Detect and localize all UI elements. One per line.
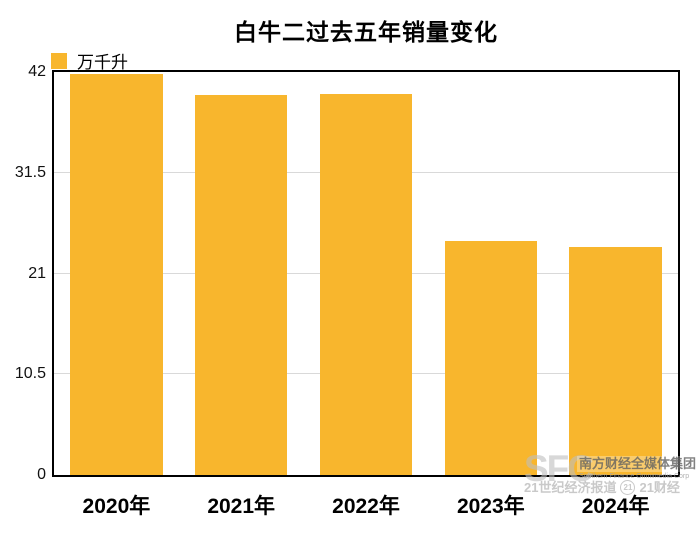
x-tick-label: 2023年: [456, 495, 525, 518]
legend-swatch-icon: [51, 52, 67, 69]
y-tick-label: 31.5: [14, 163, 46, 181]
y-tick-label: 21: [28, 264, 46, 282]
y-tick-label: 42: [28, 63, 46, 80]
bar-2024年: [569, 246, 662, 475]
legend: 万千升: [51, 48, 128, 73]
watermark-org-en: Southern Finance Omnimedia Corp: [579, 473, 690, 480]
watermark-21-badge-icon: 21: [620, 480, 636, 496]
x-tick-label: 2020年: [82, 495, 151, 518]
bar-2021年: [195, 95, 288, 475]
legend-label: 万千升: [77, 53, 128, 72]
y-tick-label: 0: [37, 466, 46, 483]
watermark-brand-right: 21财经: [639, 480, 680, 495]
watermark-sfc-logo: SFC: [524, 448, 594, 489]
watermark-org-cn: 南方财经全媒体集团: [577, 456, 699, 473]
bar-2020年: [70, 73, 163, 475]
watermark-brands: 21世纪经济报道 21 21财经: [524, 480, 680, 496]
y-tick-label: 10.5: [14, 365, 46, 383]
x-tick-label: 2021年: [207, 495, 276, 518]
bar-2022年: [319, 94, 413, 475]
x-tick-label: 2024年: [581, 495, 650, 518]
bar-2023年: [444, 240, 537, 475]
watermark-brand-left: 21世纪经济报道: [524, 480, 617, 495]
x-tick-label: 2022年: [332, 495, 400, 518]
plot-area: [52, 70, 680, 477]
chart-title: 白牛二过去五年销量变化: [234, 19, 498, 45]
